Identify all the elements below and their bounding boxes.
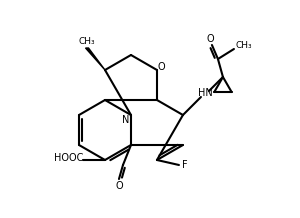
Text: O: O <box>206 34 214 44</box>
Text: F: F <box>182 160 188 170</box>
Text: HN: HN <box>198 88 212 98</box>
Polygon shape <box>85 48 105 70</box>
Text: HOOC: HOOC <box>54 153 84 163</box>
Text: CH₃: CH₃ <box>236 41 252 51</box>
Text: O: O <box>157 62 165 72</box>
Text: O: O <box>115 181 123 191</box>
Text: CH₃: CH₃ <box>79 36 95 46</box>
Text: N: N <box>122 115 130 125</box>
